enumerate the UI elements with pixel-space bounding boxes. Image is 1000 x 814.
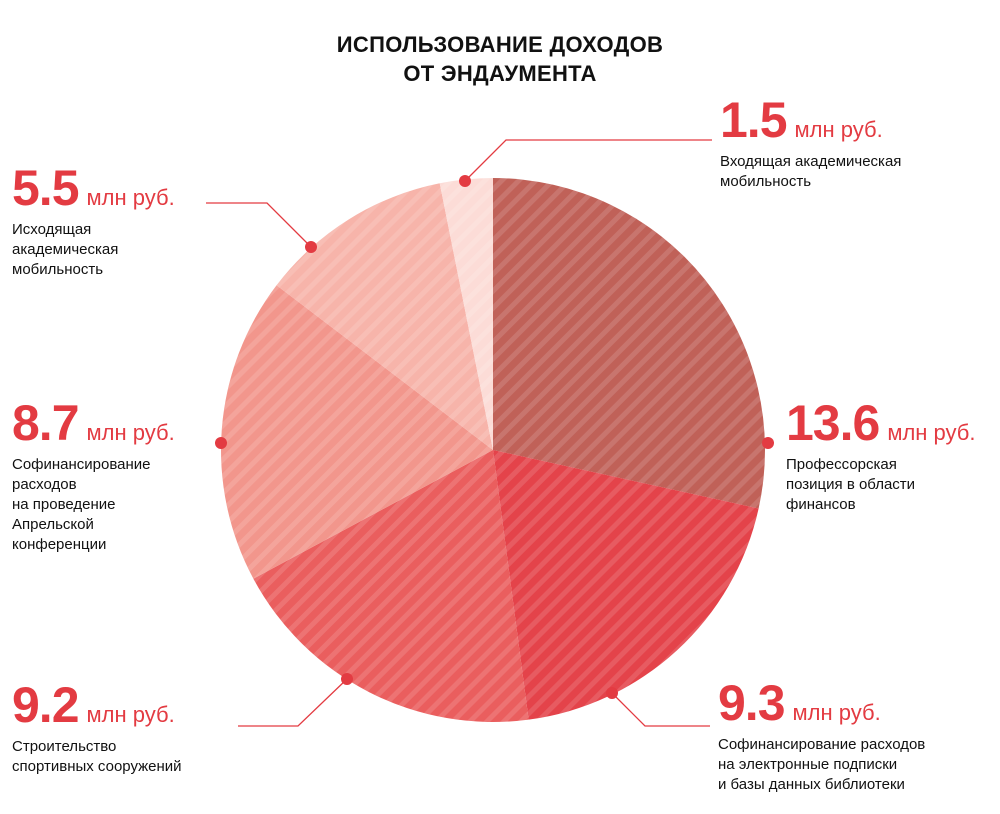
slice-description: Входящая академическая мобильность (720, 152, 901, 192)
slice-description: Профессорская позиция в области финансов (786, 455, 976, 515)
slice-description-line: конференции (12, 536, 107, 553)
slice-unit: млн руб. (86, 702, 175, 727)
leader-line (206, 202, 312, 248)
leader-line (464, 139, 712, 182)
pie-slice-hatch (493, 450, 759, 720)
slice-value: 1.5 (720, 92, 788, 148)
slice-description: Исходящая академическая мобильность (12, 220, 175, 280)
slice-unit: млн руб. (792, 700, 881, 725)
slice-description-line: Софинансирование (12, 456, 151, 473)
callout-dot (215, 437, 227, 449)
slice-description-line: на проведение (12, 496, 116, 513)
slice-value: 9.3 (718, 675, 786, 731)
slice-description-line: мобильность (720, 173, 812, 190)
slice-label: 13.6 млн руб. Профессорская позиция в облас… (786, 398, 976, 515)
slice-value-line: 8.7 млн руб. (12, 398, 175, 448)
slice-description-line: Входящая академическая (720, 153, 902, 170)
leader-line (238, 678, 348, 727)
slice-description-line: финансов (786, 496, 856, 513)
slice-description-line: Исходящая (12, 221, 92, 238)
slice-description-line: спортивных сооружений (12, 758, 182, 775)
slice-description: Софинансирование расходов на проведение Апр… (12, 455, 175, 555)
pie-slice-hatch (276, 183, 493, 451)
slice-value-line: 5.5 млн руб. (12, 163, 175, 213)
slice-unit: млн руб. (794, 117, 883, 142)
slice-description: Строительство спортивных сооружений (12, 737, 182, 777)
callout-dot (762, 437, 774, 449)
slice-description-line: Профессорская (786, 456, 897, 473)
callout-dot (305, 241, 317, 253)
slice-description-line: расходов (12, 476, 77, 493)
pie-slice-hatch (493, 178, 765, 509)
slice-description-line: и базы данных библиотеки (718, 776, 905, 793)
slice-label: 5.5 млн руб. Исходящая академическая мобильн… (12, 163, 175, 280)
slice-value: 9.2 (12, 677, 80, 733)
slice-label: 9.3 млн руб. Софинансирование расходов на э… (718, 678, 925, 795)
slice-description-line: Строительство (12, 738, 117, 755)
slice-description-line: Софинансирование расходов (718, 736, 926, 753)
slice-label: 1.5 млн руб. Входящая академическая мобильн… (720, 95, 901, 192)
slice-description-line: на электронные подписки (718, 756, 898, 773)
slice-unit: млн руб. (86, 185, 175, 210)
slice-value: 13.6 (786, 395, 880, 451)
slice-unit: млн руб. (86, 420, 175, 445)
leader-line (611, 692, 710, 727)
slice-value: 5.5 (12, 160, 80, 216)
slice-description-line: академическая (12, 241, 119, 258)
slice-value-line: 1.5 млн руб. (720, 95, 901, 145)
slice-description-line: Апрельской (12, 516, 94, 533)
slice-value-line: 13.6 млн руб. (786, 398, 976, 448)
slice-label: 8.7 млн руб. Софинансирование расходов на пр… (12, 398, 175, 555)
callout-dot (606, 687, 618, 699)
pie-slice-hatch (253, 450, 529, 722)
slice-description: Софинансирование расходов на электронные … (718, 735, 925, 795)
chart-title: ИСПОЛЬЗОВАНИЕ ДОХОДОВ ОТ ЭНДАУМЕНТА (0, 30, 1000, 88)
chart-title-line: ИСПОЛЬЗОВАНИЕ ДОХОДОВ (336, 32, 664, 57)
slice-value-line: 9.3 млн руб. (718, 678, 925, 728)
slice-value-line: 9.2 млн руб. (12, 680, 182, 730)
slice-description-line: мобильность (12, 261, 104, 278)
slice-unit: млн руб. (887, 420, 976, 445)
pie-slice-hatch (439, 178, 493, 450)
callout-dot (341, 673, 353, 685)
callout-dot (459, 175, 471, 187)
pie-slice-hatch (221, 285, 494, 579)
slice-value: 8.7 (12, 395, 80, 451)
slice-description-line: позиция в области (786, 476, 916, 493)
slice-label: 9.2 млн руб. Строительство спортивных соору… (12, 680, 182, 777)
chart-title-line: ОТ ЭНДАУМЕНТА (403, 61, 597, 86)
